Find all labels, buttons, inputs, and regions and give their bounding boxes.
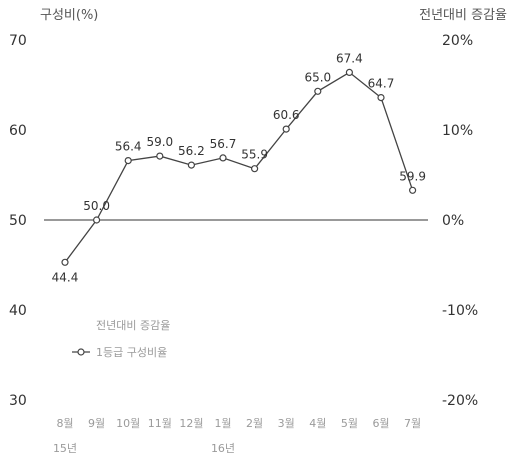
data-point — [345, 68, 353, 77]
left-axis-title: 구성비(%) — [40, 8, 98, 23]
left-axis-tick-label: 50 — [9, 213, 27, 229]
legend-title: 전년대비 증감율 — [96, 319, 170, 332]
left-axis-tick-label: 70 — [9, 33, 27, 49]
x-axis-tick-label: 4월 — [309, 417, 326, 430]
x-axis-tick-label: 6월 — [372, 417, 389, 430]
right-axis-tick-label: 10% — [442, 123, 473, 139]
data-label: 60.6 — [273, 108, 300, 122]
x-axis-tick-label: 7월 — [404, 417, 421, 430]
data-point — [251, 165, 259, 173]
year-label: 15년 — [53, 442, 77, 455]
data-point — [377, 93, 385, 102]
right-axis-tick-label: 0% — [442, 213, 464, 229]
x-axis-tick-label: 5월 — [341, 417, 358, 430]
data-label: 64.7 — [368, 77, 395, 91]
x-axis-tick-label: 9월 — [88, 417, 105, 430]
data-point — [92, 216, 101, 224]
legend-series-name: 1등급 구성비율 — [96, 346, 167, 359]
year-label: 16년 — [211, 442, 235, 455]
x-axis-tick-label: 8월 — [56, 417, 73, 430]
x-axis-tick-label: 11월 — [148, 417, 172, 430]
data-point — [314, 87, 322, 95]
right-axis-ticks: 20% 10% 0% -10% -20% — [442, 33, 478, 409]
left-axis-ticks: 70 60 50 40 30 — [9, 33, 27, 409]
legend-marker-swatch — [77, 348, 85, 356]
x-axis-tick-label: 3월 — [278, 417, 295, 430]
data-label: 56.4 — [115, 140, 142, 154]
left-axis-tick-label: 30 — [9, 393, 27, 409]
data-point — [124, 157, 132, 165]
left-axis-tick-label: 40 — [9, 303, 27, 319]
data-label: 50.0 — [83, 199, 110, 213]
x-axis-ticks: 8월 9월 10월 11월 12월 1월 2월 3월 4월 5월 6월 7월 — [56, 417, 421, 430]
data-point — [282, 125, 290, 133]
right-axis-tick-label: -20% — [442, 393, 478, 409]
data-point — [61, 258, 69, 266]
x-axis-tick-label: 2월 — [246, 417, 263, 430]
legend: 전년대비 증감율 1등급 구성비율 — [72, 319, 170, 359]
right-axis-tick-label: 20% — [442, 33, 473, 49]
data-point — [187, 161, 195, 169]
data-labels: 44.4 50.0 56.4 59.0 56.2 56.7 55.9 60.6 65.0 67.4… — [52, 51, 426, 284]
data-point — [219, 154, 227, 162]
data-point — [409, 186, 417, 194]
left-axis-tick-label: 60 — [9, 123, 27, 139]
year-labels: 15년 16년 — [53, 442, 235, 455]
x-axis-tick-label: 1월 — [214, 417, 231, 430]
data-point — [156, 152, 164, 160]
data-label: 65.0 — [304, 70, 331, 84]
x-axis-tick-label: 12월 — [179, 417, 203, 430]
series-line — [64, 71, 414, 263]
right-axis-title: 전년대비 증감율 — [419, 8, 507, 23]
data-label: 59.0 — [146, 135, 173, 149]
series-layer — [61, 68, 417, 266]
data-label: 56.7 — [210, 137, 237, 151]
data-label: 56.2 — [178, 144, 205, 158]
data-label: 67.4 — [336, 51, 363, 65]
right-axis-tick-label: -10% — [442, 303, 478, 319]
x-axis-tick-label: 10월 — [116, 417, 140, 430]
data-label: 59.9 — [399, 169, 426, 183]
data-label: 44.4 — [52, 270, 79, 284]
data-label: 55.9 — [241, 148, 268, 162]
